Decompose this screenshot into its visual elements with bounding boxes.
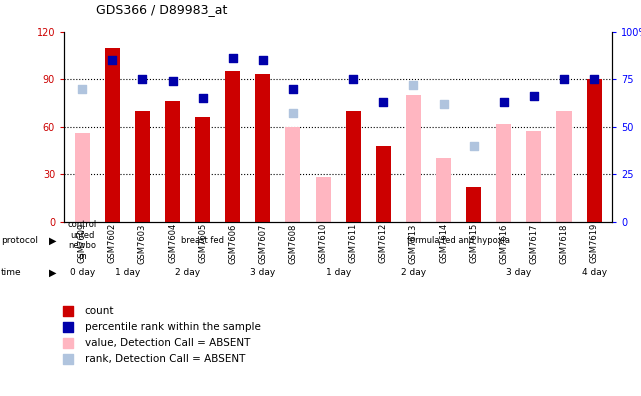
Text: ▶: ▶ <box>49 268 56 278</box>
Text: breast fed: breast fed <box>181 236 224 245</box>
Point <box>348 76 358 82</box>
Point <box>589 76 599 82</box>
Bar <box>587 79 602 222</box>
Bar <box>285 127 301 222</box>
Point <box>107 57 117 63</box>
Text: GDS366 / D89983_at: GDS366 / D89983_at <box>96 3 228 16</box>
Point <box>529 93 539 99</box>
Text: value, Detection Call = ABSENT: value, Detection Call = ABSENT <box>85 338 250 348</box>
Bar <box>74 133 90 222</box>
Point <box>167 78 178 84</box>
Point <box>77 86 87 92</box>
Text: 3 day: 3 day <box>250 268 276 277</box>
Text: protocol: protocol <box>1 236 38 245</box>
Text: formula fed and hypoxia: formula fed and hypoxia <box>407 236 510 245</box>
Text: 4 day: 4 day <box>581 268 606 277</box>
Point <box>408 82 419 88</box>
Text: percentile rank within the sample: percentile rank within the sample <box>85 322 261 332</box>
Text: count: count <box>85 306 114 316</box>
Text: 1 day: 1 day <box>115 268 140 277</box>
Text: 2 day: 2 day <box>401 268 426 277</box>
Point <box>469 143 479 149</box>
Bar <box>104 48 120 222</box>
Text: control
unfed
newbo
rn: control unfed newbo rn <box>67 221 97 261</box>
Point <box>288 86 298 92</box>
Text: 0 day: 0 day <box>69 268 95 277</box>
Bar <box>466 187 481 222</box>
Point <box>427 121 437 128</box>
Bar <box>526 131 542 222</box>
Point <box>228 55 238 61</box>
Bar <box>556 111 572 222</box>
Point <box>197 95 208 101</box>
Point <box>427 268 437 274</box>
Point <box>378 99 388 105</box>
Point <box>499 99 509 105</box>
Bar <box>496 124 512 222</box>
Point <box>288 110 298 116</box>
Text: 3 day: 3 day <box>506 268 531 277</box>
Point <box>559 76 569 82</box>
Bar <box>315 177 331 222</box>
Bar <box>165 101 180 222</box>
Bar <box>345 111 361 222</box>
Text: 1 day: 1 day <box>326 268 351 277</box>
Bar <box>436 158 451 222</box>
Point <box>438 101 449 107</box>
Text: time: time <box>1 268 21 277</box>
Text: rank, Detection Call = ABSENT: rank, Detection Call = ABSENT <box>85 354 245 364</box>
Bar <box>225 71 240 222</box>
Point <box>258 57 268 63</box>
Bar <box>406 95 421 222</box>
Point <box>137 76 147 82</box>
Text: 2 day: 2 day <box>175 268 200 277</box>
Bar <box>195 117 210 222</box>
Bar <box>255 74 271 222</box>
Bar <box>376 146 391 222</box>
Bar <box>135 111 150 222</box>
Text: ▶: ▶ <box>49 236 56 246</box>
